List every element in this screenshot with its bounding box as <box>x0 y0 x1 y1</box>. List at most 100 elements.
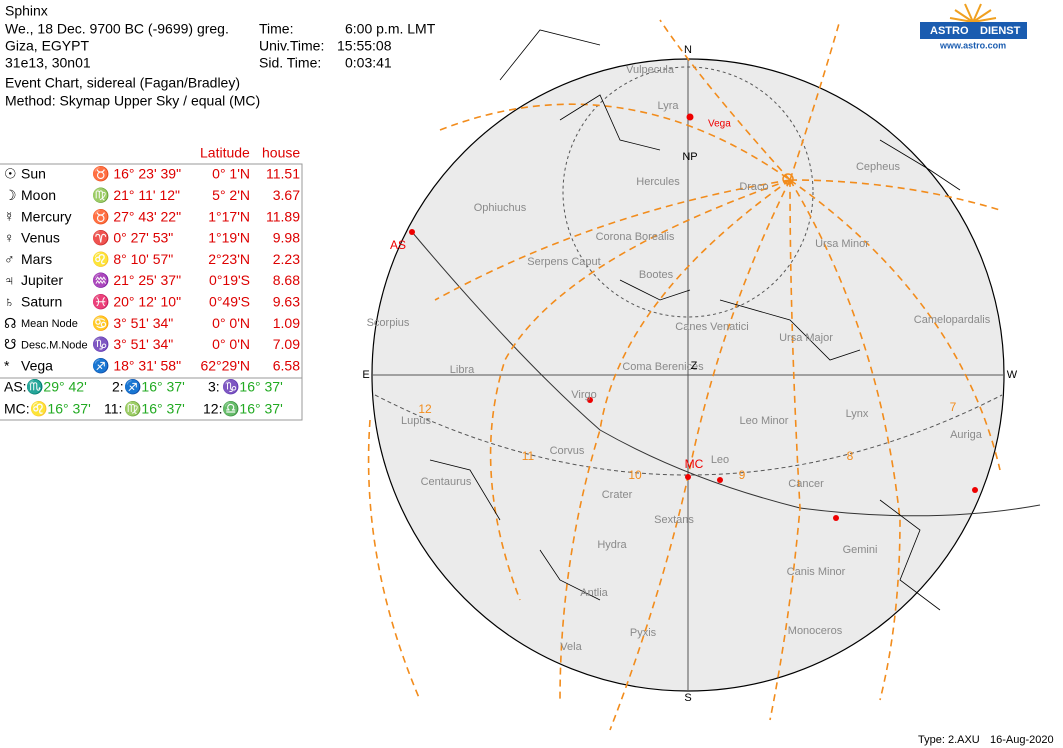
constellation-label: Corona Borealis <box>596 231 675 243</box>
planet-latitude: 1°17'N <box>208 208 250 224</box>
cardinal-label: E <box>362 369 369 381</box>
planet-house: 9.63 <box>273 294 300 310</box>
constellation-label: Canis Minor <box>787 566 846 578</box>
planet-symbol: ☉ <box>4 166 17 182</box>
planet-name: Jupiter <box>21 272 63 288</box>
cusp-label: MC: <box>4 401 30 417</box>
planet-house: 3.67 <box>273 187 300 203</box>
planet-house: 8.68 <box>273 272 300 288</box>
constellation-label: Leo Minor <box>740 415 789 427</box>
equator <box>374 394 1003 476</box>
time-label: Univ.Time: <box>259 38 324 54</box>
planet-latitude: 0°49'S <box>209 294 250 310</box>
constellation-label: Ursa Major <box>779 332 833 344</box>
constellation-label: Camelopardalis <box>914 314 991 326</box>
sky-map <box>367 19 1041 731</box>
cusp-value: ♏29° 42' <box>26 379 87 396</box>
column-header: Latitude <box>200 145 250 161</box>
planet-dot <box>972 487 978 493</box>
cusp-value: ♎16° 37' <box>222 401 283 418</box>
house-line <box>789 19 841 181</box>
planet-position: ♉ 16° 23' 39" <box>92 166 181 183</box>
cusp-value: ♐16° 37' <box>124 379 185 396</box>
constellation-label: Leo <box>711 454 729 466</box>
logo-rays <box>949 3 997 23</box>
planet-position: ♍ 21° 11' 12" <box>92 187 180 204</box>
constellation-label: Pyxis <box>630 627 657 639</box>
constellation-label: Cancer <box>788 478 824 490</box>
constellation-label: Virgo <box>571 389 596 401</box>
house-line <box>789 179 1001 471</box>
constellation-label: Serpens Caput <box>527 256 600 268</box>
cardinal-label: W <box>1007 369 1018 381</box>
planet-house: 6.58 <box>273 357 300 373</box>
planet-position: ♓ 20° 12' 10" <box>92 294 181 311</box>
planet-dot <box>587 397 593 403</box>
planet-latitude: 0° 0'N <box>212 336 250 352</box>
constellation-label: Canes Venatici <box>675 321 748 333</box>
constellation-label: Lupus <box>401 415 431 427</box>
planet-name: Mean Node <box>21 318 78 330</box>
planet-symbol: ♃ <box>4 272 15 288</box>
time-label: Time: <box>259 21 293 37</box>
planet-name: Moon <box>21 187 56 203</box>
constellation-label: Monoceros <box>788 625 843 637</box>
planet-house: 11.89 <box>266 208 300 224</box>
cusp-label: AS: <box>4 379 27 395</box>
constellation-label: Lynx <box>846 408 869 420</box>
constellation-label: Lyra <box>658 100 680 112</box>
constellation-label: Coma Berenices <box>622 361 704 373</box>
logo-box <box>920 22 1027 39</box>
planet-name: Sun <box>21 166 46 182</box>
method: Method: Skymap Upper Sky / equal (MC) <box>5 93 260 109</box>
planet-table: ☉ Sun ♉ 16° 23' 39" 0° 1'N 11.51 ☽ Moon ♍ 21° 1… <box>4 166 300 418</box>
planet-symbol: ☿ <box>4 208 15 224</box>
cusp-label: 11: <box>104 401 122 417</box>
constellation-lines <box>429 29 961 611</box>
time-value: 15:55:08 <box>337 38 392 54</box>
house-line <box>439 103 791 181</box>
footer-date: 16-Aug-2020 <box>990 734 1054 746</box>
planet-name: Mars <box>21 251 52 267</box>
constellation-label: Ophiuchus <box>474 202 527 214</box>
constellation-label: Auriga <box>950 429 983 441</box>
cusp-value: ♌16° 37' <box>30 401 91 418</box>
house-number: 9 <box>739 468 746 482</box>
planet-symbol: ☽ <box>4 187 17 203</box>
planet-symbol: ♂ <box>4 251 15 267</box>
place: Giza, EGYPT <box>5 38 89 54</box>
planet-position: ♐ 18° 31' 58" <box>92 357 181 374</box>
logo-brand: DIENST <box>980 25 1021 37</box>
constellation-label: Vela <box>560 641 582 653</box>
planet-house: 11.51 <box>266 166 300 182</box>
planet-latitude: 0° 0'N <box>212 315 250 331</box>
constellation-label: Crater <box>602 489 633 501</box>
logo-brand: ASTRO <box>930 25 969 37</box>
point-dot <box>685 474 691 480</box>
table-frame <box>0 163 303 421</box>
cardinal-label: Z <box>691 360 698 372</box>
constellation-label: Sextans <box>654 514 694 526</box>
house-line <box>789 179 1001 211</box>
logo: ASTRO DIENST www.astro.com <box>920 3 1027 50</box>
constellation-label: Antlia <box>580 587 608 599</box>
time-value: 6:00 p.m. LMT <box>345 21 436 37</box>
time-label: Sid. Time: <box>259 55 321 71</box>
planet-symbol: * <box>4 357 10 373</box>
point-dot <box>409 229 415 235</box>
house-number: 8 <box>847 449 854 463</box>
planet-name: Venus <box>21 230 60 246</box>
house-number: 7 <box>950 400 957 414</box>
planet-house: 1.09 <box>273 315 300 331</box>
event: Event Chart, sidereal (Fagan/Bradley) <box>5 75 240 91</box>
cusp-value: ♍16° 37' <box>124 401 185 418</box>
planet-latitude: 62°29'N <box>200 357 250 373</box>
cardinal-label: N <box>684 44 692 56</box>
house-line <box>367 419 421 701</box>
constellation-label: Vulpecula <box>626 64 675 76</box>
title: Sphinx <box>5 3 48 19</box>
cusp-label: 12: <box>203 401 222 417</box>
planet-latitude: 0°19'S <box>209 272 250 288</box>
constellation-label: Gemini <box>843 544 878 556</box>
